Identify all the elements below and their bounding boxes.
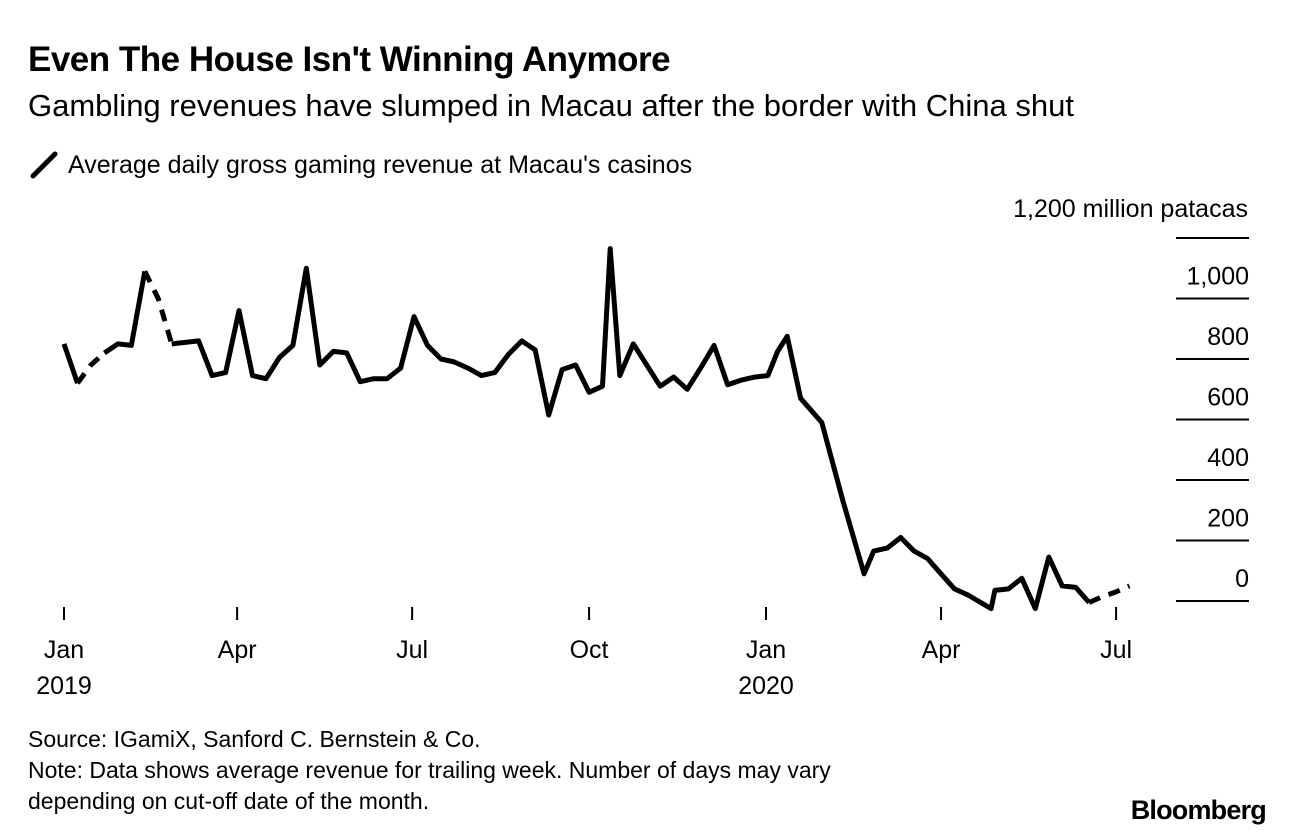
chart-subtitle: Gambling revenues have slumped in Macau …: [28, 88, 1074, 123]
x-tick-year-label: 2019: [36, 672, 92, 700]
series-line-dashed: [142, 270, 175, 345]
source-text: Source: IGamiX, Sanford C. Bernstein & C…: [28, 726, 481, 752]
series-line: [171, 246, 1091, 612]
series-group: [61, 246, 1131, 612]
x-tick-label: Apr: [922, 636, 961, 664]
series-line-dashed: [75, 351, 107, 385]
y-tick-label: 1,000: [1186, 263, 1249, 291]
x-tick-label: Jul: [396, 636, 428, 664]
note-line-1: Note: Data shows average revenue for tra…: [28, 757, 831, 783]
y-tick-label: 200: [1207, 505, 1249, 533]
y-tick-label: 400: [1207, 444, 1249, 472]
y-tick-label: 0: [1235, 565, 1249, 593]
x-tick-label: Apr: [218, 636, 257, 664]
series-line: [103, 270, 148, 355]
y-tick-label: 600: [1207, 384, 1249, 412]
note-line-2: depending on cut-off date of the month.: [28, 788, 430, 814]
series-line-dashed: [1088, 583, 1131, 605]
y-axis-unit-label: 1,200 million patacas: [1013, 195, 1248, 223]
x-tick-label: Jul: [1100, 636, 1132, 664]
y-tick-label: 800: [1207, 323, 1249, 351]
legend-line-icon: [30, 151, 58, 179]
x-tick-label: Jan: [44, 636, 84, 664]
source-notes: Source: IGamiX, Sanford C. Bernstein & C…: [28, 724, 831, 817]
chart-title: Even The House Isn't Winning Anymore: [28, 40, 671, 79]
series-line: [61, 343, 80, 385]
line-chart: 1,000 800 600 400 200 0 Jan 2019 Apr Jul Oct Jan 20…: [36, 237, 1249, 700]
x-tick-year-label: 2020: [738, 672, 794, 700]
bloomberg-logo: Bloomberg: [1130, 795, 1267, 825]
legend-label: Average daily gross gaming revenue at Ma…: [68, 150, 693, 179]
legend: Average daily gross gaming revenue at Ma…: [30, 148, 692, 182]
y-axis: 1,000 800 600 400 200 0: [1176, 237, 1249, 602]
x-axis: Jan 2019 Apr Jul Oct Jan 2020 Apr Jul: [36, 607, 1132, 700]
x-tick-label: Oct: [570, 636, 609, 664]
x-tick-label: Jan: [746, 636, 786, 664]
